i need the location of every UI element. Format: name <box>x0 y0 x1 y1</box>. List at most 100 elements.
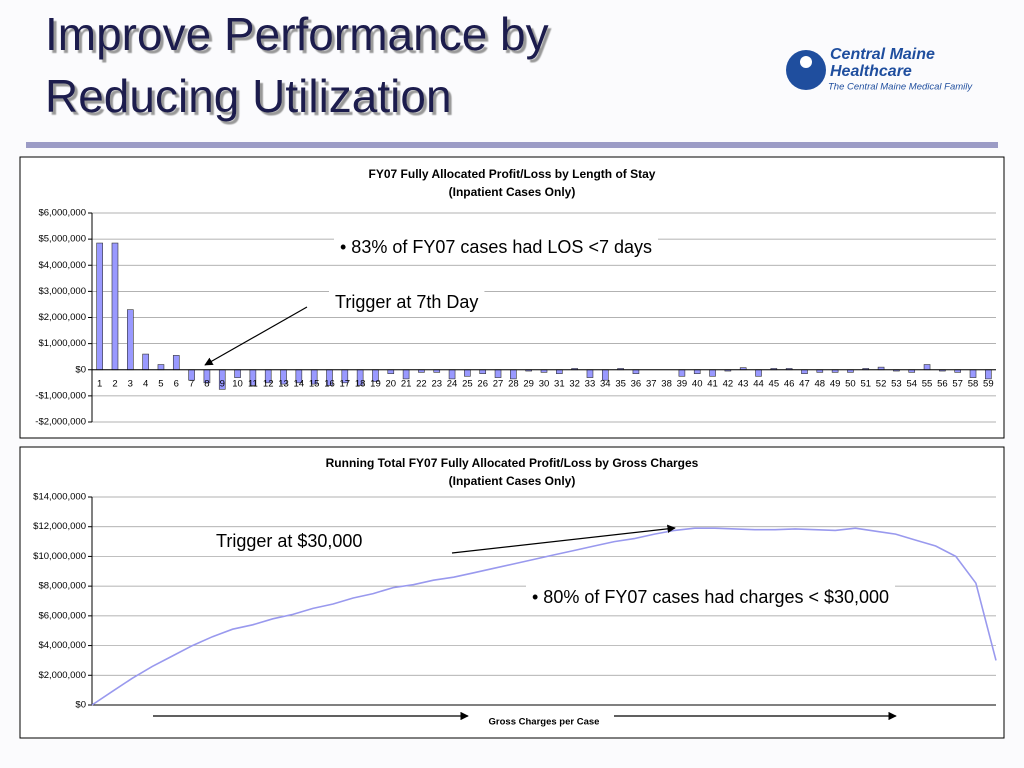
x-tick-label: 25 <box>462 378 473 389</box>
arrow <box>451 524 676 554</box>
x-tick-label: 9 <box>220 378 225 389</box>
bar <box>387 369 395 374</box>
y-tick-label: $0 <box>75 364 86 375</box>
annotation-background <box>334 233 658 260</box>
x-tick-label: 7 <box>189 378 194 389</box>
x-tick-label: 38 <box>661 378 672 389</box>
x-tick-label: 50 <box>845 378 856 389</box>
y-tick-label: $5,000,000 <box>38 234 86 245</box>
x-tick-label: 17 <box>340 378 351 389</box>
x-tick-label: 34 <box>600 378 611 389</box>
x-tick-label: 33 <box>585 378 596 389</box>
slide-title: Improve Performance by <box>45 8 549 60</box>
x-tick-label: 55 <box>922 378 933 389</box>
separator <box>26 142 998 148</box>
slide-title: Reducing Utilization <box>45 70 452 122</box>
logo-icon <box>800 56 812 68</box>
bar <box>96 242 103 371</box>
x-tick-label: 35 <box>615 378 626 389</box>
arrows <box>153 306 897 721</box>
annotation-background <box>210 527 369 554</box>
x-tick-label: 5 <box>158 378 163 389</box>
x-tick-label: 52 <box>876 378 887 389</box>
bar <box>556 369 563 374</box>
annotation: • 80% of FY07 cases had charges < $30,00… <box>532 587 889 607</box>
bar <box>632 369 640 374</box>
x-tick-label: 23 <box>431 378 442 389</box>
x-tick-label: 59 <box>983 378 994 389</box>
x-tick-label: 43 <box>738 378 749 389</box>
x-tick-label: 42 <box>723 378 734 389</box>
x-tick-label: 56 <box>937 378 948 389</box>
y-tick-label: $2,000,000 <box>38 670 86 681</box>
line <box>91 527 997 706</box>
y-tick-label: $4,000,000 <box>38 260 86 271</box>
y-tick-label: $6,000,000 <box>38 610 86 621</box>
bar <box>586 369 594 378</box>
x-tick-label: 15 <box>309 378 320 389</box>
logo-text: Central Maine <box>830 46 935 63</box>
chart-subtitle: (Inpatient Cases Only) <box>449 185 576 199</box>
x-tick-label: 10 <box>232 378 243 389</box>
x-tick-label: 49 <box>830 378 841 389</box>
x-tick-label: 45 <box>769 378 780 389</box>
y-tick-label: -$1,000,000 <box>35 390 86 401</box>
chart-subtitle: (Inpatient Cases Only) <box>449 474 576 488</box>
x-tick-label: 1 <box>97 378 102 389</box>
annotation: Trigger at $30,000 <box>216 531 362 551</box>
x-tick-label: 29 <box>523 378 534 389</box>
x-tick-label: 14 <box>294 378 305 389</box>
bar <box>678 369 686 377</box>
logo-tagline: The Central Maine Medical Family <box>828 82 973 93</box>
bar <box>479 369 487 374</box>
x-tick-label: 44 <box>753 378 764 389</box>
x-axis-label: Gross Charges per Case <box>489 717 600 728</box>
x-tick-label: 58 <box>968 378 979 389</box>
logo-text: Healthcare <box>830 63 912 80</box>
x-tick-label: 31 <box>554 378 565 389</box>
y-tick-label: $1,000,000 <box>38 338 86 349</box>
bar <box>923 364 931 371</box>
annotation-background <box>526 583 896 610</box>
x-tick-label: 57 <box>952 378 963 389</box>
bar <box>127 309 134 371</box>
bar <box>234 369 241 378</box>
x-tick-label: 24 <box>447 378 458 389</box>
y-tick-label: -$2,000,000 <box>35 417 86 428</box>
x-tick-label: 8 <box>204 378 209 389</box>
x-tick-label: 30 <box>539 378 550 389</box>
annotation-background <box>329 288 485 315</box>
x-tick-label: 36 <box>631 378 642 389</box>
y-tick-label: $2,000,000 <box>38 312 86 323</box>
x-tick-label: 54 <box>906 378 917 389</box>
x-tick-label: 46 <box>784 378 795 389</box>
y-tick-label: $14,000,000 <box>33 492 86 503</box>
chart-frame <box>19 156 1005 439</box>
bar <box>693 369 701 374</box>
bar <box>111 242 119 371</box>
y-tick-label: $4,000,000 <box>38 640 86 651</box>
bar <box>494 369 502 378</box>
x-tick-label: 53 <box>891 378 902 389</box>
chart-title: Running Total FY07 Fully Allocated Profi… <box>326 456 699 470</box>
chart-title: FY07 Fully Allocated Profit/Loss by Leng… <box>369 167 656 181</box>
x-tick-label: 26 <box>477 378 488 389</box>
x-tick-label: 6 <box>174 378 179 389</box>
logo-icon <box>786 50 826 90</box>
bar <box>801 369 808 374</box>
logo: Central Maine Healthcare The Central Mai… <box>786 46 973 93</box>
x-tick-label: 2 <box>112 378 117 389</box>
x-tick-label: 20 <box>385 378 396 389</box>
bar <box>142 353 149 371</box>
x-tick-label: 32 <box>569 378 580 389</box>
x-tick-label: 19 <box>370 378 381 389</box>
y-tick-label: $12,000,000 <box>33 521 86 532</box>
bar <box>755 369 762 377</box>
x-tick-label: 51 <box>860 378 871 389</box>
x-tick-label: 4 <box>143 378 148 389</box>
x-tick-label: 12 <box>263 378 274 389</box>
x-tick-label: 27 <box>493 378 504 389</box>
y-tick-label: $6,000,000 <box>38 208 86 219</box>
x-tick-label: 3 <box>128 378 133 389</box>
